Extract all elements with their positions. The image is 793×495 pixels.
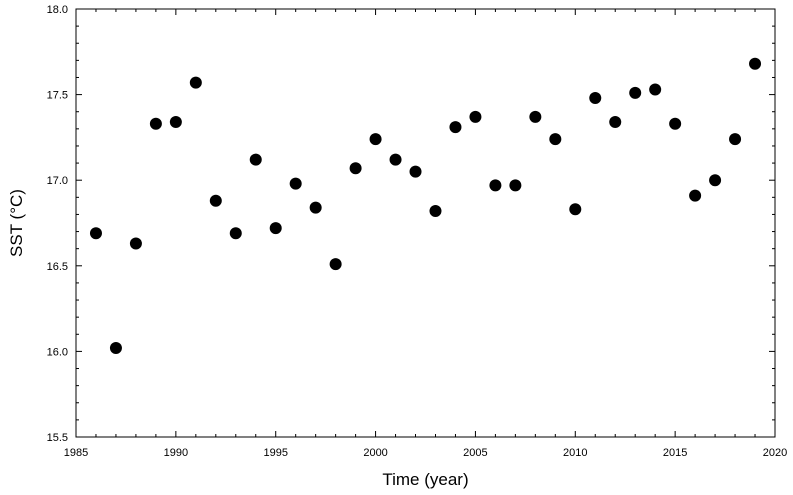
y-tick-label: 17.0 (47, 175, 68, 187)
data-point (389, 153, 402, 166)
data-point (469, 110, 482, 123)
data-point (149, 117, 162, 130)
data-point (309, 201, 322, 214)
x-tick-label: 2015 (663, 447, 687, 459)
data-point (189, 76, 202, 89)
data-point (589, 92, 602, 105)
x-axis: 1985 1990 1995 2000 2005 2010 2015 2020 (64, 9, 787, 459)
data-point (369, 133, 382, 146)
y-axis: 15.5 16.0 16.5 17.0 17.5 18.0 (47, 4, 775, 444)
y-tick-label: 16.5 (47, 261, 68, 273)
x-tick-label: 1985 (64, 447, 88, 459)
data-point (509, 179, 522, 192)
data-points (89, 57, 762, 354)
data-point (569, 203, 582, 216)
data-point (409, 165, 422, 178)
data-point (129, 237, 142, 250)
data-point (749, 57, 762, 70)
data-point (429, 205, 442, 218)
data-point (449, 121, 462, 134)
x-axis-title: Time (year) (382, 470, 468, 489)
x-tick-label: 2020 (763, 447, 787, 459)
data-point (709, 174, 722, 187)
data-point (629, 86, 642, 99)
data-point (669, 117, 682, 130)
data-point (289, 177, 302, 190)
x-tick-label: 2010 (563, 447, 587, 459)
x-tick-label: 2005 (463, 447, 487, 459)
data-point (89, 227, 102, 240)
data-point (529, 110, 542, 123)
data-point (649, 83, 662, 96)
y-tick-label: 16.0 (47, 346, 68, 358)
y-axis-title: SST (°C) (7, 189, 26, 257)
data-point (249, 153, 262, 166)
data-point (109, 341, 122, 354)
plot-area-frame (75, 8, 776, 438)
data-point (609, 115, 622, 128)
data-point (209, 194, 222, 207)
y-tick-label: 17.5 (47, 90, 68, 102)
data-point (349, 162, 362, 175)
data-point (329, 258, 342, 271)
x-tick-label: 1990 (164, 447, 188, 459)
y-tick-label: 18.0 (47, 4, 68, 16)
data-point (689, 189, 702, 202)
data-point (729, 133, 742, 146)
x-tick-label: 1995 (263, 447, 287, 459)
data-point (549, 133, 562, 146)
data-point (169, 115, 182, 128)
data-point (229, 227, 242, 240)
y-tick-label: 15.5 (47, 432, 68, 444)
data-point (489, 179, 502, 192)
x-tick-label: 2000 (363, 447, 387, 459)
data-point (269, 222, 282, 235)
